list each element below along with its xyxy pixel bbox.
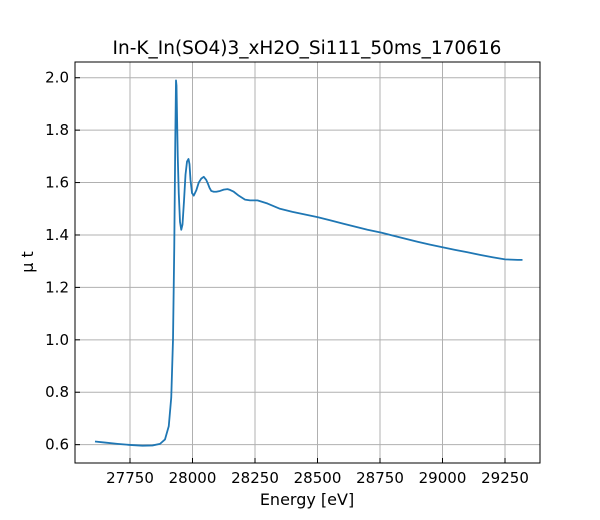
y-tick-label: 1.8 — [45, 121, 69, 139]
y-tick-label: 0.8 — [45, 383, 69, 401]
series-line — [94, 79, 523, 447]
x-axis-label: Energy [eV] — [260, 490, 354, 509]
x-tick-label: 27750 — [106, 469, 154, 487]
y-tick-label: 2.0 — [45, 69, 69, 87]
y-tick-label: 1.4 — [45, 226, 69, 244]
grid — [75, 62, 540, 463]
plot-area — [94, 79, 523, 447]
axes-frame — [74, 61, 541, 464]
x-tick-label: 28000 — [169, 469, 217, 487]
x-tick-label: 28750 — [356, 469, 404, 487]
x-tick-label: 29000 — [419, 469, 467, 487]
y-axis-label: μ t — [18, 251, 37, 273]
y-tick-label: 1.0 — [45, 331, 69, 349]
y-tick-label: 0.6 — [45, 436, 69, 454]
chart-title: In-K_In(SO4)3_xH2O_Si111_50ms_170616 — [113, 38, 502, 59]
x-tick-label: 28250 — [231, 469, 279, 487]
ticks: 27750 28000 28250 28500 28750 29000 29250 0.6 0.… — [45, 69, 529, 487]
x-tick-label: 29250 — [481, 469, 529, 487]
x-tick-label: 28500 — [294, 469, 342, 487]
y-tick-label: 1.2 — [45, 278, 69, 296]
y-tick-label: 1.6 — [45, 174, 69, 192]
